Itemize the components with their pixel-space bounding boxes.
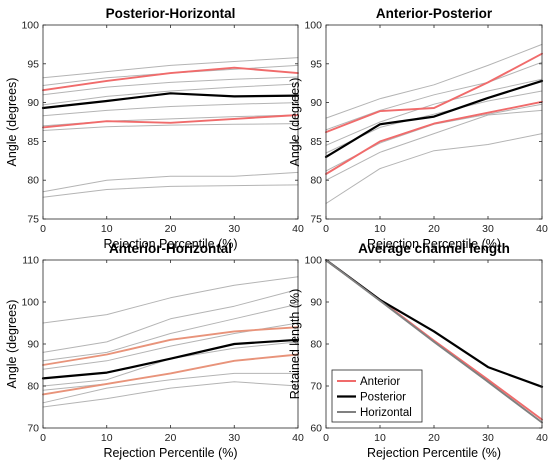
chart-panel-2: 0 10 20 30 40 75 80 85 90 95 100 Anterior-Posterior… <box>288 6 548 251</box>
y-tick-label: 70 <box>310 381 322 393</box>
anterior-series-line-10 <box>42 66 299 92</box>
x-tick-label: 40 <box>536 432 548 444</box>
legend-label-anterior: Anterior <box>360 376 400 388</box>
posterior-series-line-9 <box>324 79 544 158</box>
anterior-series-line-9 <box>42 326 299 366</box>
y-tick-label: 85 <box>27 136 39 148</box>
x-tick-label: 20 <box>428 223 440 235</box>
y-tick-label: 100 <box>304 20 322 32</box>
chart-title: Average channel length <box>358 241 510 256</box>
anterior-series-line-8 <box>325 52 543 134</box>
posterior-series-line <box>324 258 544 388</box>
y-tick-label: 100 <box>304 255 322 267</box>
x-tick-label: 30 <box>228 223 240 235</box>
posterior-series-line-10 <box>41 338 300 380</box>
x-tick-label: 20 <box>165 432 177 444</box>
y-tick-label: 90 <box>310 97 322 109</box>
x-tick-label: 0 <box>323 432 329 444</box>
individual-series-line-8 <box>42 171 299 193</box>
individual-series-line-3 <box>42 303 299 362</box>
y-axis-label: Angle (degrees) <box>288 78 302 167</box>
y-tick-label: 100 <box>21 297 39 309</box>
y-tick-label: 90 <box>27 97 39 109</box>
horizontal-series-line <box>325 259 543 424</box>
chart-title: Anterior-Posterior <box>376 6 493 21</box>
individual-series-line-1 <box>42 57 299 79</box>
individual-series-line-9 <box>42 184 299 198</box>
individual-series-line-5 <box>42 102 299 117</box>
legend-label-posterior: Posterior <box>360 392 406 404</box>
y-axis-label: Angle (degrees) <box>5 300 19 389</box>
y-tick-label: 80 <box>310 339 322 351</box>
individual-series-line-3 <box>42 76 299 96</box>
axes-frame <box>42 259 299 429</box>
individual-series-line-6 <box>325 109 543 181</box>
x-axis-label: Rejection Percentile (%) <box>367 237 501 251</box>
y-tick-label: 80 <box>27 381 39 393</box>
x-tick-label: 40 <box>536 223 548 235</box>
axes-frame <box>325 24 543 220</box>
y-tick-label: 80 <box>310 175 322 187</box>
individual-series-line-4 <box>42 83 299 106</box>
chart-panel-3: 0 10 20 30 40 70 80 90 100 110 Anterior-Horizontal… <box>5 241 304 460</box>
chart-panel-4: 0 10 20 30 40 60 70 80 90 100 Average channel leng… <box>288 241 548 460</box>
chart-panel-1: 0 10 20 30 40 75 80 85 90 95 100 Posterior-Horizont… <box>5 6 304 251</box>
y-axis-label: Angle (degrees) <box>5 78 19 167</box>
x-tick-label: 10 <box>374 432 386 444</box>
x-tick-label: 20 <box>165 223 177 235</box>
x-tick-label: 0 <box>40 432 46 444</box>
y-tick-label: 95 <box>27 58 39 70</box>
individual-series-line-1 <box>42 276 299 324</box>
anterior-series-line-11 <box>42 353 299 396</box>
individual-series-line-7 <box>325 133 543 204</box>
y-tick-label: 75 <box>310 214 322 226</box>
x-axis-label: Rejection Percentile (%) <box>103 446 237 460</box>
individual-series-line-2 <box>325 61 543 131</box>
y-tick-label: 70 <box>27 423 39 435</box>
x-tick-label: 30 <box>228 432 240 444</box>
posterior-series-line-11 <box>41 92 300 110</box>
individual-series-line-8 <box>42 381 299 408</box>
anterior-series-line-10 <box>325 100 543 175</box>
x-tick-label: 30 <box>482 223 494 235</box>
x-tick-label: 0 <box>323 223 329 235</box>
x-tick-label: 20 <box>428 432 440 444</box>
individual-series-line-6 <box>42 354 299 391</box>
x-axis-label: Rejection Percentile (%) <box>103 237 237 251</box>
x-axis-label: Rejection Percentile (%) <box>367 446 501 460</box>
y-tick-label: 75 <box>27 214 39 226</box>
chart-title: Anterior-Horizontal <box>109 241 232 256</box>
x-tick-label: 10 <box>101 432 113 444</box>
x-tick-label: 10 <box>374 223 386 235</box>
y-tick-label: 110 <box>22 255 39 267</box>
individual-series-line-7 <box>42 123 299 131</box>
individual-series-line-1 <box>325 43 543 119</box>
y-tick-label: 95 <box>310 58 322 70</box>
individual-series-line-4 <box>325 90 543 154</box>
y-tick-label: 90 <box>310 297 322 309</box>
y-tick-label: 80 <box>27 175 39 187</box>
y-tick-label: 90 <box>27 339 39 351</box>
legend: Anterior Posterior Horizontal <box>331 369 423 423</box>
y-axis-label: Retained length (%) <box>288 289 302 399</box>
legend-label-horizontal: Horizontal <box>360 407 412 419</box>
individual-series-line-7 <box>42 372 299 404</box>
individual-series-line-2 <box>42 288 299 353</box>
individual-series-line-3 <box>325 78 543 146</box>
y-tick-label: 60 <box>310 423 322 435</box>
chart-title: Posterior-Horizontal <box>106 6 236 21</box>
x-tick-label: 0 <box>40 223 46 235</box>
x-tick-label: 40 <box>292 432 304 444</box>
y-tick-label: 100 <box>21 20 39 32</box>
y-tick-label: 85 <box>310 136 322 148</box>
anterior-series-line-12 <box>42 114 299 129</box>
x-tick-label: 10 <box>101 223 113 235</box>
x-tick-label: 30 <box>482 432 494 444</box>
x-tick-label: 40 <box>292 223 304 235</box>
